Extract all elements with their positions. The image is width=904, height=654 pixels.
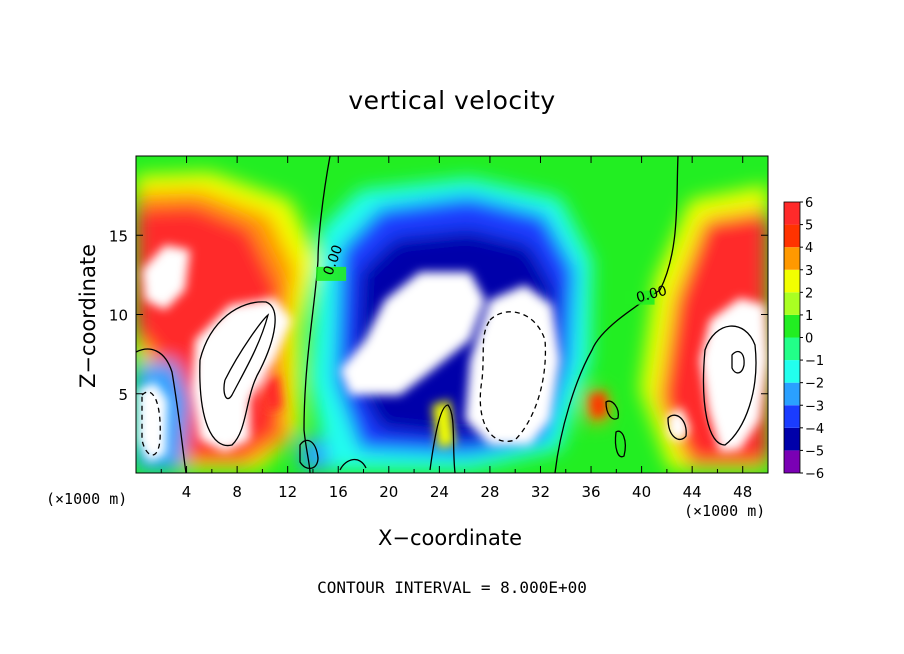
neg-contour-center: [479, 311, 547, 442]
contour-interval-note: CONTOUR INTERVAL = 8.000E+00: [317, 578, 587, 597]
x-tick-label: 28: [480, 483, 499, 501]
velocity-field: [136, 156, 768, 473]
colorbar-segment: [784, 292, 800, 315]
pos-contour-right-inner: [731, 351, 745, 374]
colorbar-label: 2: [805, 286, 813, 301]
orange-accent-right: [590, 392, 607, 418]
x-tick-label: 16: [329, 483, 348, 501]
small-contour-f: [667, 414, 687, 441]
colorbar-segment: [784, 269, 800, 293]
y-axis: 5 10 15: [109, 227, 768, 404]
neg-contour-left-down: [141, 391, 161, 456]
x-axis-label: X−coordinate: [378, 526, 522, 550]
small-contour-e: [429, 404, 456, 473]
zero-contour-left: [303, 156, 331, 473]
colorbar-segment: [784, 427, 800, 451]
colorbar-segment: [784, 247, 800, 270]
contour-lines: 0.000.00: [136, 156, 757, 473]
colorbar-label: −5: [805, 444, 824, 459]
saturated-left-down: [138, 382, 168, 462]
chart-title: vertical velocity: [348, 86, 556, 115]
x-unit-left: (×1000 m): [46, 490, 128, 508]
colorbar-label: 4: [805, 241, 813, 256]
colorbar-label: 5: [805, 219, 813, 234]
x-tick-label: 8: [232, 483, 242, 501]
zero-contour-right: [554, 156, 679, 473]
x-tick-label: 12: [278, 483, 297, 501]
colorbar-label: −1: [805, 354, 824, 369]
small-contour-c: [299, 439, 319, 469]
contour-label-bg: [316, 266, 347, 281]
cool-bottom-bit: [300, 438, 330, 470]
x-tick-label: 20: [379, 483, 398, 501]
x-tick-label: 48: [733, 483, 752, 501]
colorbar-label: 0: [805, 332, 813, 347]
colorbar-label: −3: [805, 399, 824, 414]
yellow-accent-center: [432, 400, 455, 448]
saturated-center-a: [340, 272, 485, 395]
x-unit-right: (×1000 m): [684, 502, 766, 520]
x-tick-label: 44: [683, 483, 702, 501]
x-tick-label: 32: [531, 483, 550, 501]
colorbar-label: −2: [805, 377, 824, 392]
y-tick-label: 10: [109, 307, 128, 325]
contour-label: 0.00: [634, 283, 668, 307]
x-tick-label: 40: [632, 483, 651, 501]
x-tick-label: 36: [581, 483, 600, 501]
y-tick-label: 15: [109, 227, 128, 245]
colorbar-segment: [784, 337, 800, 361]
x-tick-label: 24: [430, 483, 449, 501]
red-accent-left: [262, 375, 282, 412]
colorbar-label: 6: [805, 196, 813, 211]
pos-contour-left-inner: [223, 313, 270, 400]
x-axis: 4 8 12 16 20 24 28 32 36 40 44 48: [160, 156, 752, 501]
colorbar: 6 5 4 3 2 1 0 −1 −2 −3 −4 −5 −6: [783, 196, 824, 482]
y-tick-label: 5: [118, 386, 128, 404]
small-contour-d: [339, 458, 367, 471]
colorbar-label: 1: [805, 309, 813, 324]
colorbar-segment: [784, 382, 800, 406]
colorbar-segment: [784, 202, 800, 225]
contour-label-bg: [624, 290, 655, 305]
pos-contour-left-updraft: [199, 301, 276, 447]
colorbar-segment: [784, 405, 800, 428]
saturated-right-small: [668, 408, 690, 442]
colorbar-segment: [784, 224, 800, 248]
x-tick-label: 4: [182, 483, 192, 501]
colorbar-segment: [784, 450, 800, 473]
small-contour-a: [605, 400, 619, 420]
colorbar-segment: [784, 314, 800, 338]
colorbar-segment: [784, 360, 800, 383]
zero-contour-leftedge: [136, 348, 187, 473]
saturated-topleft: [142, 245, 190, 310]
colorbar-label: −6: [805, 467, 824, 482]
y-axis-label: Z−coordinate: [76, 244, 100, 388]
colorbar-label: −4: [805, 422, 824, 437]
colorbar-label: 3: [805, 264, 813, 279]
pos-contour-right: [702, 325, 757, 446]
small-contour-b: [614, 430, 626, 458]
